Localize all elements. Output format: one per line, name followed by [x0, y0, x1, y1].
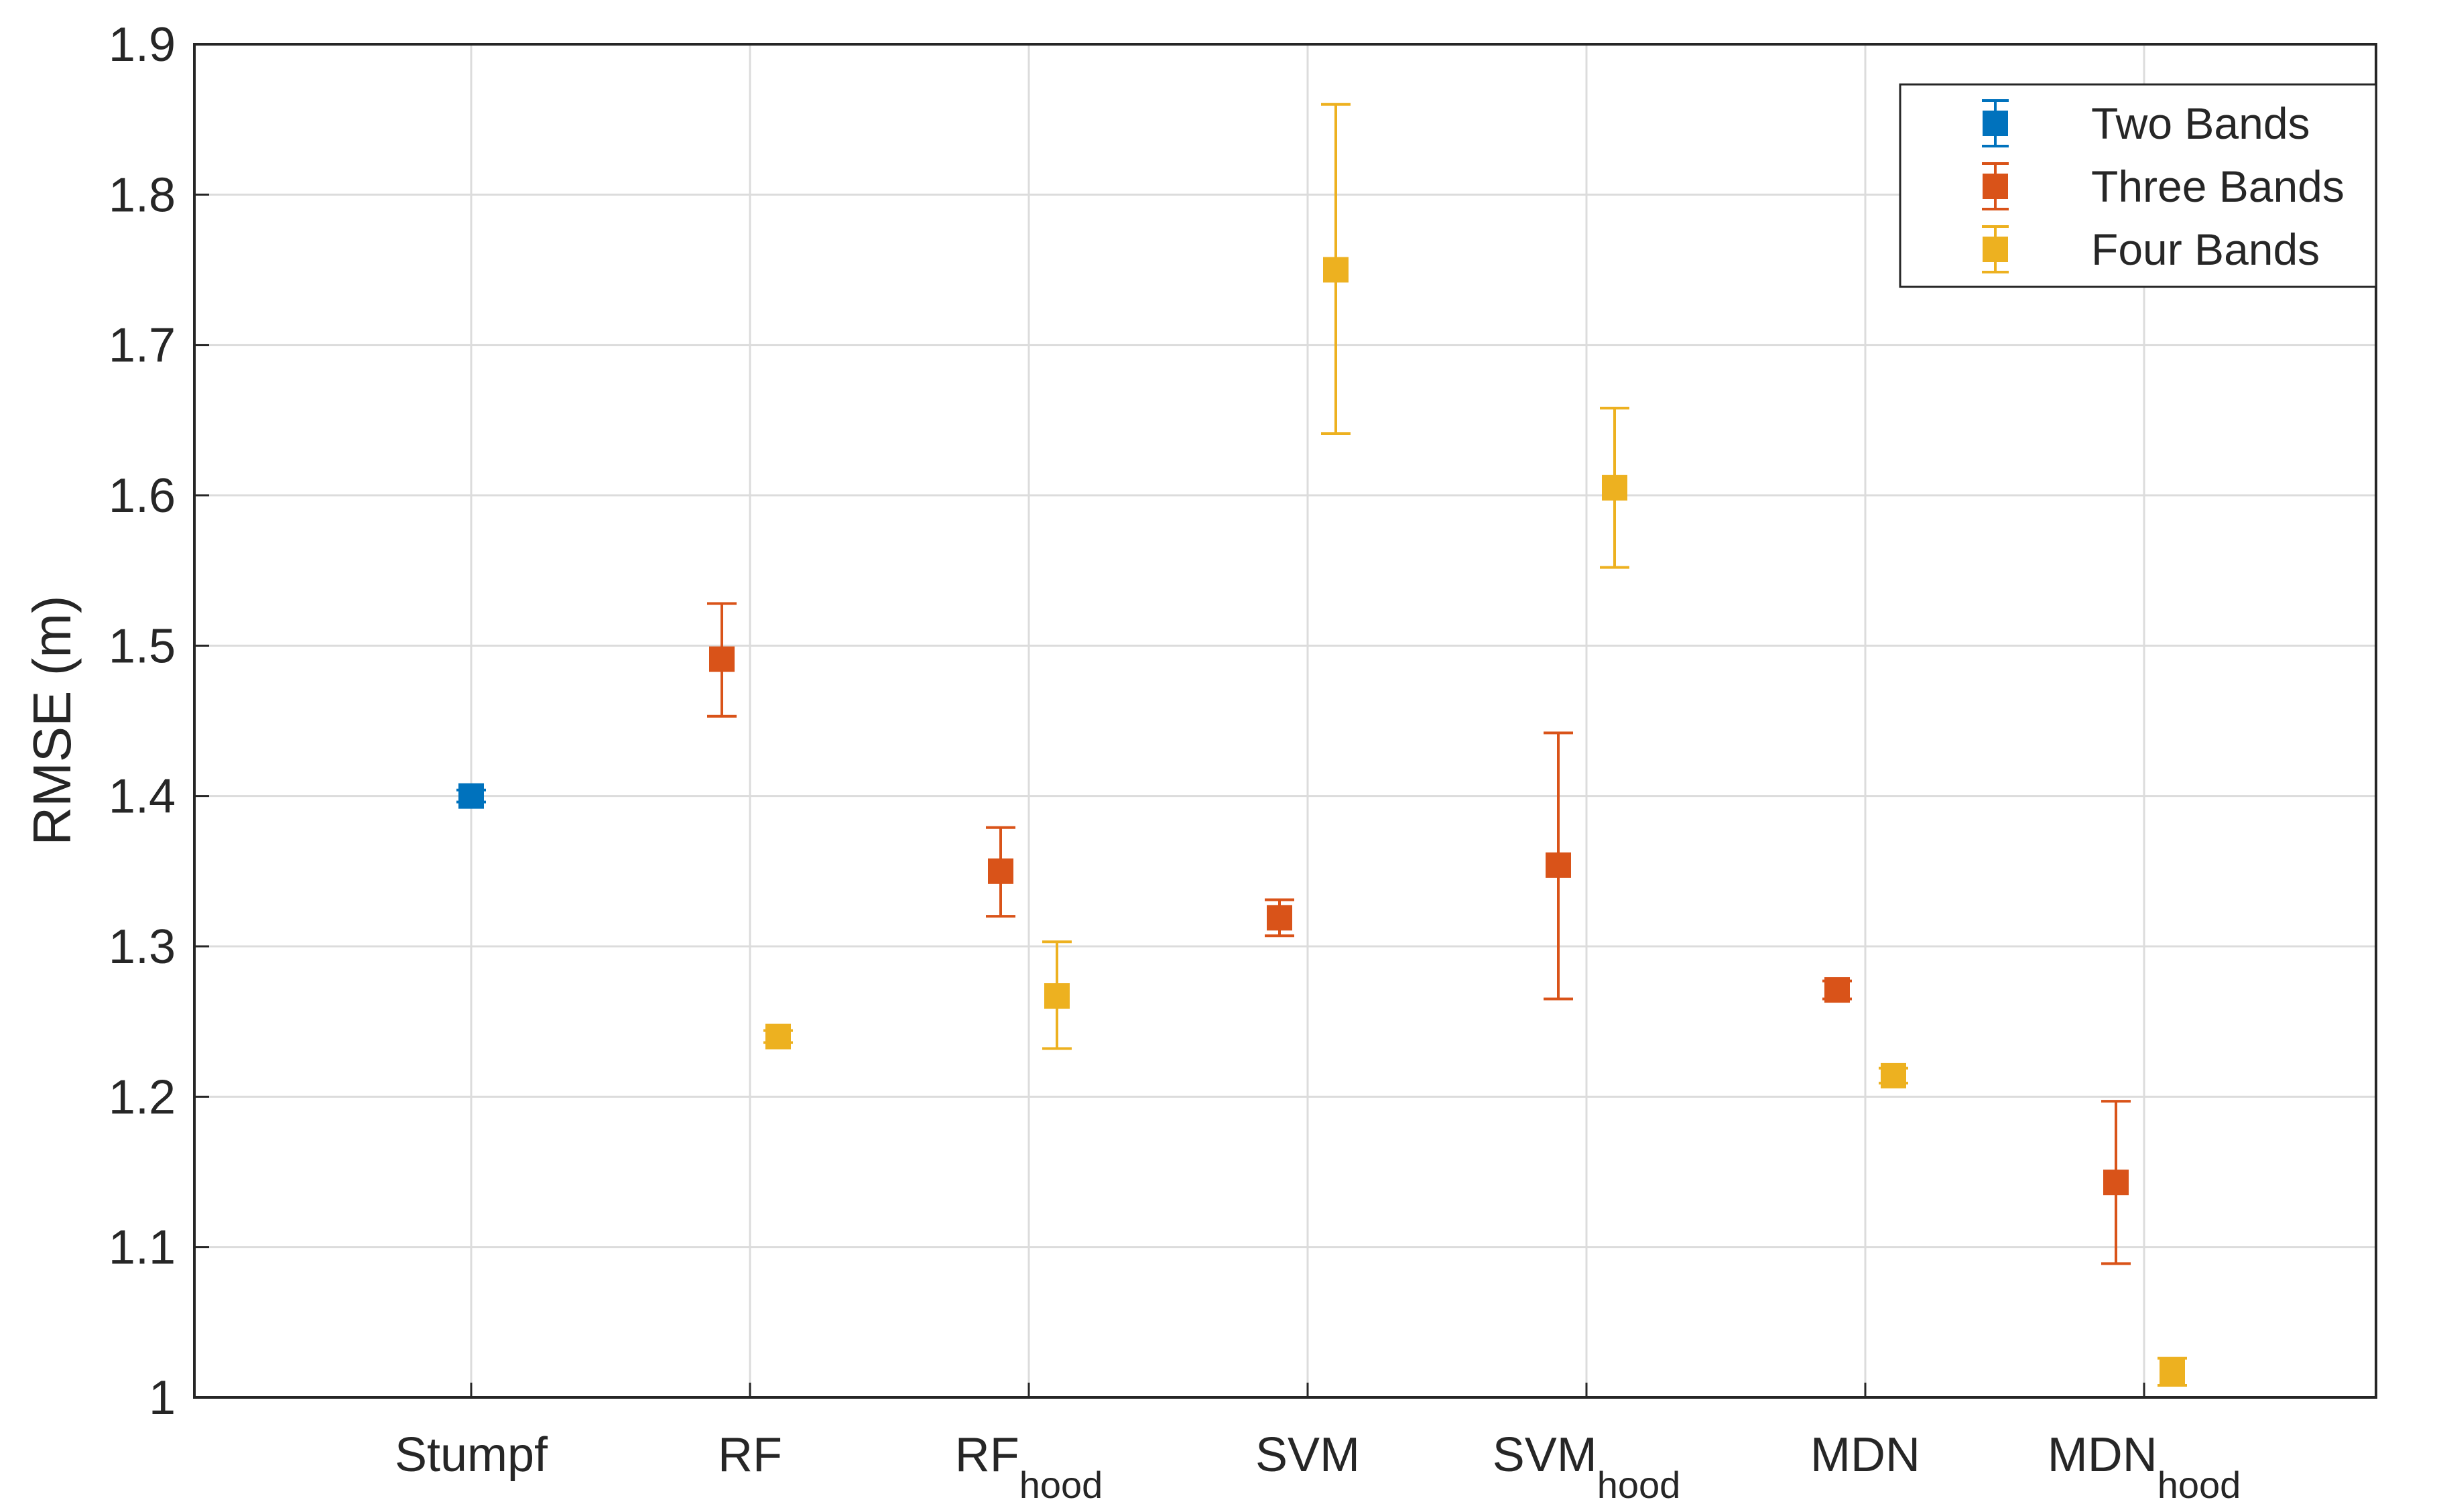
series-two-bands [456, 783, 486, 809]
y-axis-ticks: 1 1.1 1.2 1.3 1.4 1.5 1.6 1.7 1.8 1.9 [109, 18, 209, 1425]
y-tick-label: 1.5 [109, 619, 176, 673]
data-point-marker [2103, 1170, 2129, 1196]
x-tick-label: Stumpf [395, 1428, 548, 1482]
y-tick-label: 1.4 [109, 770, 176, 824]
data-series [456, 103, 2187, 1387]
y-tick-label: 1.3 [109, 920, 176, 974]
data-point-marker [1881, 1062, 1906, 1088]
series-four-bands [763, 103, 2187, 1387]
x-tick-label-base: SVM [1255, 1428, 1360, 1482]
series-three-bands [707, 602, 2131, 1265]
y-tick-label: 1.9 [109, 18, 176, 72]
x-tick-label-subscript: hood [1019, 1464, 1103, 1506]
y-tick-label: 1.1 [109, 1221, 176, 1275]
data-point-marker [1824, 977, 1850, 1003]
y-tick-label: 1.2 [109, 1070, 176, 1124]
data-point-marker [988, 858, 1013, 884]
legend-label: Four Bands [2091, 225, 2320, 274]
legend: Two Bands Three Bands Four Bands [1899, 83, 2377, 288]
data-point-marker [1602, 475, 1627, 501]
data-point-marker [458, 783, 484, 809]
x-tick-label-subscript: hood [1597, 1464, 1681, 1506]
x-tick-label-base: RF [718, 1428, 782, 1482]
data-point-marker [1546, 852, 1571, 878]
x-tick-label: RF [718, 1428, 782, 1482]
x-tick-label: MDNhood [2048, 1428, 2241, 1506]
legend-marker [1983, 237, 2008, 262]
y-axis-title: RMSE (m) [22, 595, 82, 845]
data-point-marker [709, 646, 735, 672]
legend-marker [1983, 174, 2008, 199]
x-tick-label: MDN [1810, 1428, 1920, 1482]
plot-frame [193, 43, 2377, 1399]
y-tick-label: 1.7 [109, 319, 176, 373]
x-tick-label: SVMhood [1493, 1428, 1681, 1506]
legend-marker [1983, 111, 2008, 136]
x-tick-label: RFhood [955, 1428, 1103, 1506]
legend-label: Three Bands [2091, 162, 2345, 211]
y-tick-label: 1.6 [109, 469, 176, 523]
y-tick-label: 1 [149, 1371, 176, 1425]
data-point-marker [1267, 905, 1292, 931]
x-tick-label-base: MDN [2048, 1428, 2158, 1482]
data-point-marker [765, 1023, 791, 1050]
data-point-marker [1044, 983, 1070, 1009]
x-tick-label-base: SVM [1493, 1428, 1597, 1482]
x-tick-label: SVM [1255, 1428, 1360, 1482]
legend-box [1899, 83, 2377, 288]
legend-label: Two Bands [2091, 99, 2310, 148]
y-tick-label: 1.8 [109, 168, 176, 222]
data-point-marker [2160, 1359, 2185, 1385]
x-tick-label-base: MDN [1810, 1428, 1920, 1482]
x-tick-label-base: Stumpf [395, 1428, 548, 1482]
data-point-marker [1323, 257, 1349, 283]
x-tick-label-subscript: hood [2158, 1464, 2241, 1506]
x-tick-label-base: RF [955, 1428, 1019, 1482]
